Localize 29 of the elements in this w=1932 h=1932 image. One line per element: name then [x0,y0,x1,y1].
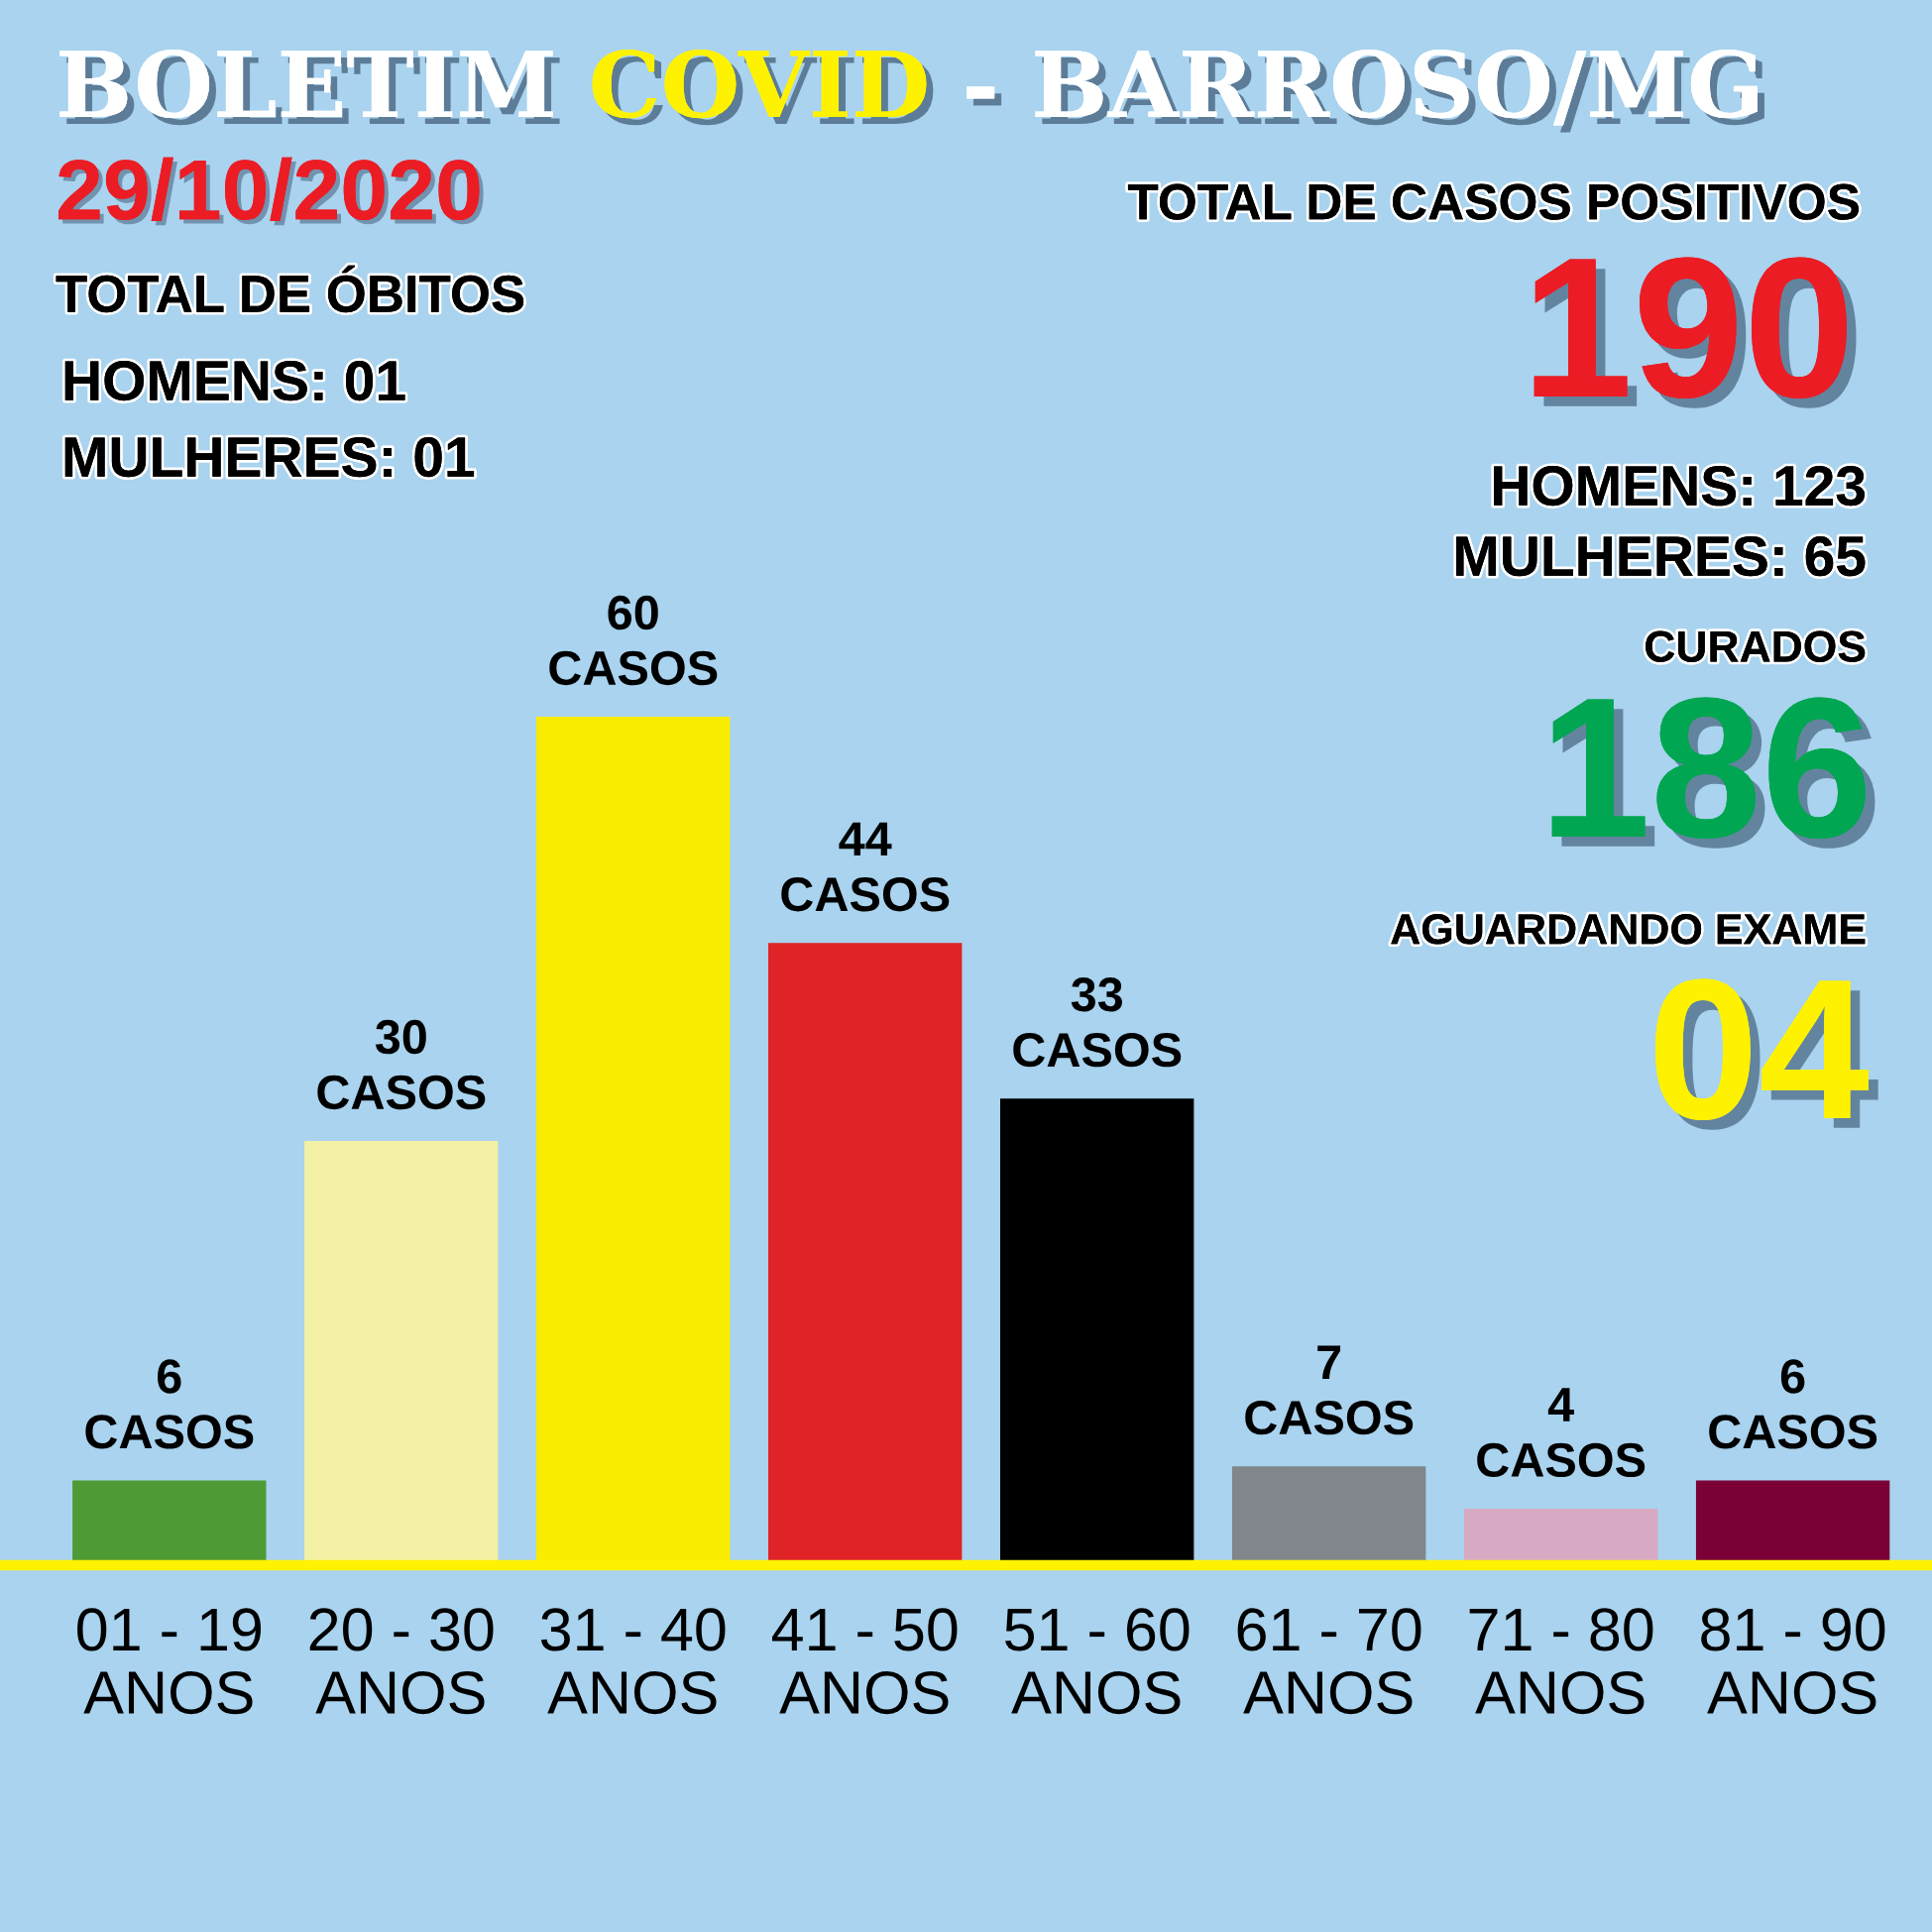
x-tick-label: 41 - 50 ANOS [772,1608,958,1715]
x-tick-label: 20 - 30 ANOS [309,1608,494,1715]
text: MULHERES: 01 [64,436,475,478]
text: CURADOS [1646,630,1866,662]
data-label: 30 CASOS [317,1019,486,1110]
data-label: 33 CASOS [1013,977,1182,1068]
data-label: 4 CASOS [1477,1388,1646,1478]
x-tick-label: 51 - 60 ANOS [1005,1608,1190,1715]
chart-title: BOLETIM COVID - BARROSO/MG [59,49,1764,133]
text: HOMENS: 01 [64,360,405,401]
text: TOTAL DE ÓBITOS [56,265,524,313]
text: TOTAL DE CASOS POSITIVOS [1127,183,1859,220]
x-tick-label: 81 - 90 ANOS [1701,1608,1885,1715]
text: MULHERES: 65 [1456,535,1866,577]
text: 190 [1534,257,1857,408]
text: 29/10/2020 [57,157,484,226]
data-label: 6 CASOS [1709,1359,1877,1449]
x-tick-label: 61 - 70 ANOS [1237,1608,1421,1715]
data-label: 6 CASOS [85,1359,254,1449]
annotation: AGUARDANDO EXAME [1391,914,1866,945]
x-tick-label: 71 - 80 ANOS [1469,1608,1653,1715]
data-label: 60 CASOS [549,595,718,686]
data-label: 7 CASOS [1245,1345,1414,1435]
x-tick-label: 31 - 40 ANOS [540,1608,726,1715]
annotation: 186 [1551,697,1875,849]
data-label: 44 CASOS [781,822,950,912]
annotation: 04 [1654,978,1878,1130]
text: HOMENS: 123 [1494,465,1865,507]
x-tick-label: 01 - 19 ANOS [77,1608,262,1715]
